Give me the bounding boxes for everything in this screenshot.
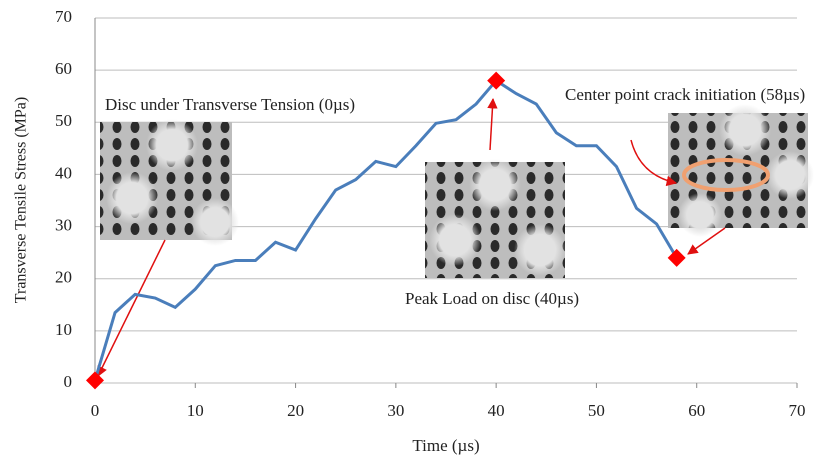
marker — [487, 71, 506, 90]
x-tick-label: 50 — [588, 401, 605, 420]
x-tick-label: 30 — [387, 401, 404, 420]
line — [93, 78, 678, 381]
photo-1 — [100, 119, 239, 246]
annotation: Disc under Transverse Tension (0µs) — [105, 95, 355, 114]
y-tick-label: 40 — [55, 163, 72, 182]
y-axis-title: Transverse Tensile Stress (MPa) — [13, 97, 30, 303]
y-tick-label: 70 — [55, 7, 72, 26]
annotation: Center point crack initiation (58µs) — [565, 85, 805, 104]
plot: Disc under Transverse Tension (0µs) Peak … — [86, 71, 805, 390]
x-tick-label: 10 — [187, 401, 204, 420]
y-tick-label: 10 — [55, 320, 72, 339]
y-tick-label: 0 — [64, 372, 73, 391]
x-tick-label: 20 — [287, 401, 304, 420]
photo-2 — [425, 159, 566, 278]
x-tick-label: 40 — [488, 401, 505, 420]
y-tick-label: 50 — [55, 111, 72, 130]
marker — [86, 371, 104, 390]
photo-3 — [668, 104, 814, 237]
x-tick-label: 60 — [688, 401, 705, 420]
x-tick-label: 0 — [91, 401, 100, 420]
y-tick-label: 60 — [55, 59, 72, 78]
x-axis-title: Time (µs) — [412, 436, 479, 455]
arrows — [97, 97, 726, 377]
marker — [667, 248, 686, 267]
y-tick-label: 20 — [55, 268, 72, 287]
x-tick-label: 70 — [789, 401, 806, 420]
annotation: Peak Load on disc (40µs) — [405, 289, 579, 308]
y-tick-label: 30 — [55, 215, 72, 234]
